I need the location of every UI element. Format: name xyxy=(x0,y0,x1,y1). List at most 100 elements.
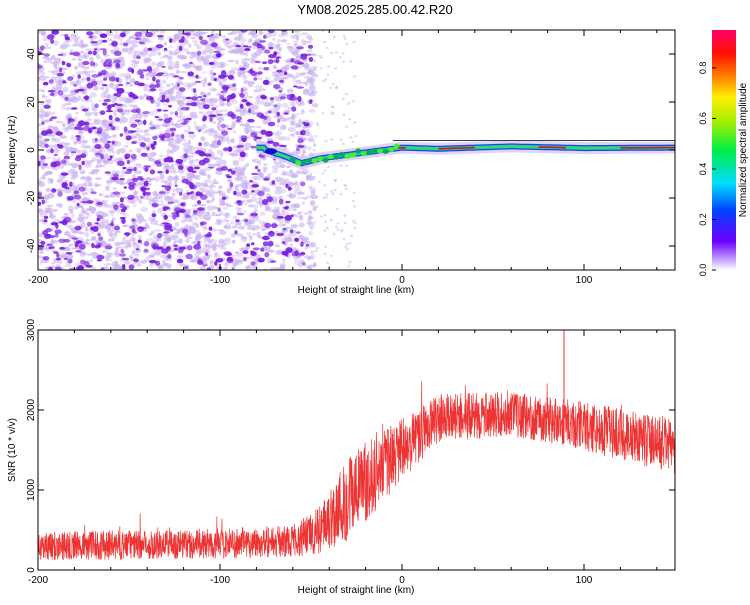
noise-speckle xyxy=(241,237,248,239)
noise-speckle xyxy=(209,194,215,198)
noise-speckle xyxy=(219,81,223,85)
noise-speckle xyxy=(282,124,285,128)
noise-speckle xyxy=(271,74,275,76)
noise-speckle xyxy=(311,242,317,247)
noise-blob xyxy=(148,68,152,73)
noise-speckle xyxy=(150,152,157,156)
noise-blob xyxy=(144,167,148,172)
noise-speckle xyxy=(299,65,307,67)
noise-speckle xyxy=(40,114,44,117)
noise-blob xyxy=(163,209,167,211)
noise-blob xyxy=(300,181,306,186)
noise-blob xyxy=(99,48,107,50)
noise-speckle xyxy=(249,236,253,241)
noise-speckle xyxy=(231,100,238,105)
noise-blob xyxy=(184,266,188,269)
colorbar-scale xyxy=(712,30,736,270)
noise-blob xyxy=(110,156,113,159)
noise-blob xyxy=(44,216,48,219)
ridge-blob xyxy=(344,154,350,159)
noise-speckle xyxy=(332,83,335,85)
noise-speckle xyxy=(245,123,249,129)
noise-blob xyxy=(283,112,288,114)
noise-speckle xyxy=(88,182,93,187)
noise-blob xyxy=(216,53,222,58)
noise-speckle xyxy=(155,124,161,126)
noise-blob xyxy=(143,120,147,125)
noise-speckle xyxy=(78,213,82,218)
noise-speckle xyxy=(334,67,337,69)
noise-blob xyxy=(263,178,270,181)
noise-speckle xyxy=(191,82,197,85)
noise-speckle xyxy=(75,112,79,114)
noise-speckle xyxy=(275,267,282,271)
noise-speckle xyxy=(175,187,178,191)
noise-blob xyxy=(127,195,135,199)
noise-blob xyxy=(209,117,213,122)
noise-speckle xyxy=(85,232,89,237)
noise-speckle xyxy=(281,39,287,42)
noise-speckle xyxy=(48,145,53,149)
noise-blob xyxy=(211,107,216,110)
noise-blob xyxy=(279,80,284,83)
noise-speckle xyxy=(258,172,264,176)
noise-speckle xyxy=(352,200,355,202)
noise-speckle xyxy=(326,227,329,229)
noise-speckle xyxy=(98,165,105,167)
noise-speckle xyxy=(343,114,346,116)
noise-speckle xyxy=(324,214,327,216)
noise-speckle xyxy=(195,234,203,240)
noise-speckle xyxy=(159,89,163,92)
spectrogram-ytick-label: 40 xyxy=(26,48,37,60)
noise-speckle xyxy=(144,133,151,136)
noise-blob xyxy=(56,258,62,260)
noise-speckle xyxy=(255,85,263,89)
noise-speckle xyxy=(261,186,266,192)
noise-speckle xyxy=(168,66,174,70)
noise-blob xyxy=(66,252,73,255)
noise-speckle xyxy=(164,42,167,46)
noise-blob xyxy=(95,153,101,156)
noise-blob xyxy=(43,105,50,109)
noise-speckle xyxy=(295,72,301,77)
noise-speckle xyxy=(167,61,175,66)
noise-speckle xyxy=(319,55,322,57)
noise-speckle xyxy=(306,35,312,40)
noise-blob xyxy=(105,245,113,249)
noise-blob xyxy=(284,71,287,75)
noise-blob xyxy=(179,247,187,250)
noise-speckle xyxy=(45,188,51,192)
noise-speckle xyxy=(275,73,278,77)
noise-speckle xyxy=(279,47,282,51)
noise-speckle xyxy=(194,94,197,96)
noise-speckle xyxy=(90,92,97,97)
noise-blob xyxy=(78,120,85,126)
noise-speckle xyxy=(202,124,207,129)
noise-blob xyxy=(71,151,77,153)
noise-speckle xyxy=(79,252,86,257)
noise-speckle xyxy=(242,75,247,80)
noise-speckle xyxy=(89,148,96,152)
noise-speckle xyxy=(310,190,316,193)
noise-blob xyxy=(136,248,140,250)
noise-speckle xyxy=(96,54,101,59)
noise-speckle xyxy=(131,60,136,63)
noise-blob xyxy=(100,33,108,38)
noise-speckle xyxy=(324,221,327,223)
noise-speckle xyxy=(65,264,72,268)
noise-speckle xyxy=(180,71,188,73)
noise-blob xyxy=(152,203,159,208)
noise-blob xyxy=(250,180,253,183)
noise-blob xyxy=(103,99,111,102)
noise-blob xyxy=(152,213,157,217)
noise-speckle xyxy=(170,112,174,115)
noise-speckle xyxy=(331,193,334,195)
noise-blob xyxy=(113,93,116,96)
noise-speckle xyxy=(82,183,86,187)
noise-blob xyxy=(308,45,313,49)
noise-blob xyxy=(86,31,94,35)
noise-speckle xyxy=(192,242,195,244)
noise-speckle xyxy=(345,43,348,45)
